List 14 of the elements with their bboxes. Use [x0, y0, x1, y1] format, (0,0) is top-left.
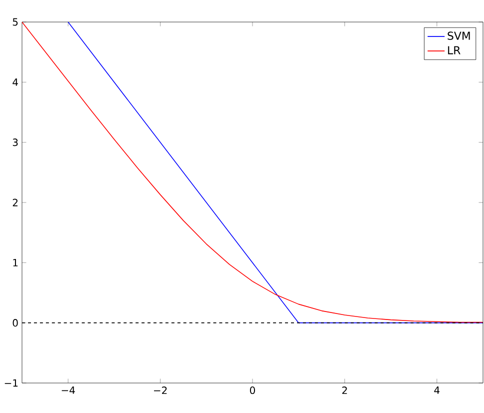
y-tick-label: 0 — [12, 319, 18, 327]
legend-label: LR — [448, 46, 460, 54]
x-tick-label: 4 — [434, 386, 440, 394]
y-tick-label: 5 — [12, 18, 18, 26]
x-tick-label: −2 — [154, 386, 167, 394]
y-tick-label: 3 — [12, 138, 18, 146]
y-tick-label: 1 — [13, 259, 18, 266]
legend-label: SVM — [448, 32, 470, 40]
x-tick-label: 2 — [342, 386, 347, 394]
x-tick-label: −4 — [62, 386, 75, 394]
y-tick-label: −1 — [4, 379, 18, 387]
x-tick-label: 0 — [250, 386, 256, 394]
y-tick-label: 4 — [12, 78, 18, 86]
y-tick-label: 2 — [12, 198, 18, 206]
